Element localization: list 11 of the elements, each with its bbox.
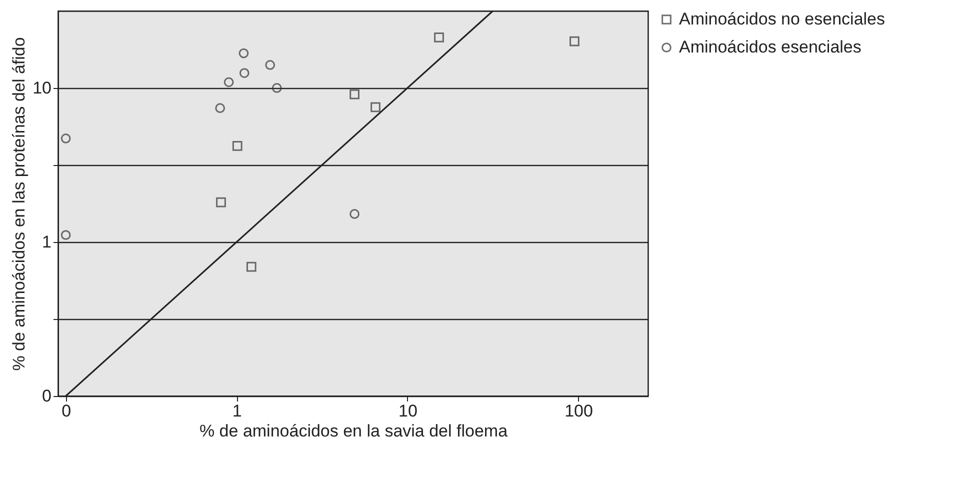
x-tick-label: 10	[398, 402, 418, 420]
y-axis-title: % de aminoácidos en las proteínas del áfido	[10, 37, 29, 371]
y-tick-label: 0	[42, 386, 52, 406]
x-axis-title: % de aminoácidos en la savia del floema	[199, 422, 508, 440]
legend-label: Aminoácidos no esenciales	[679, 10, 886, 28]
y-tick-label: 10	[32, 78, 52, 98]
x-tick-label: 0	[62, 402, 72, 420]
y-tick-label: 1	[42, 232, 52, 252]
x-tick-label: 1	[232, 402, 242, 420]
legend-label: Aminoácidos esenciales	[679, 38, 862, 56]
x-tick-label: 100	[564, 402, 593, 420]
